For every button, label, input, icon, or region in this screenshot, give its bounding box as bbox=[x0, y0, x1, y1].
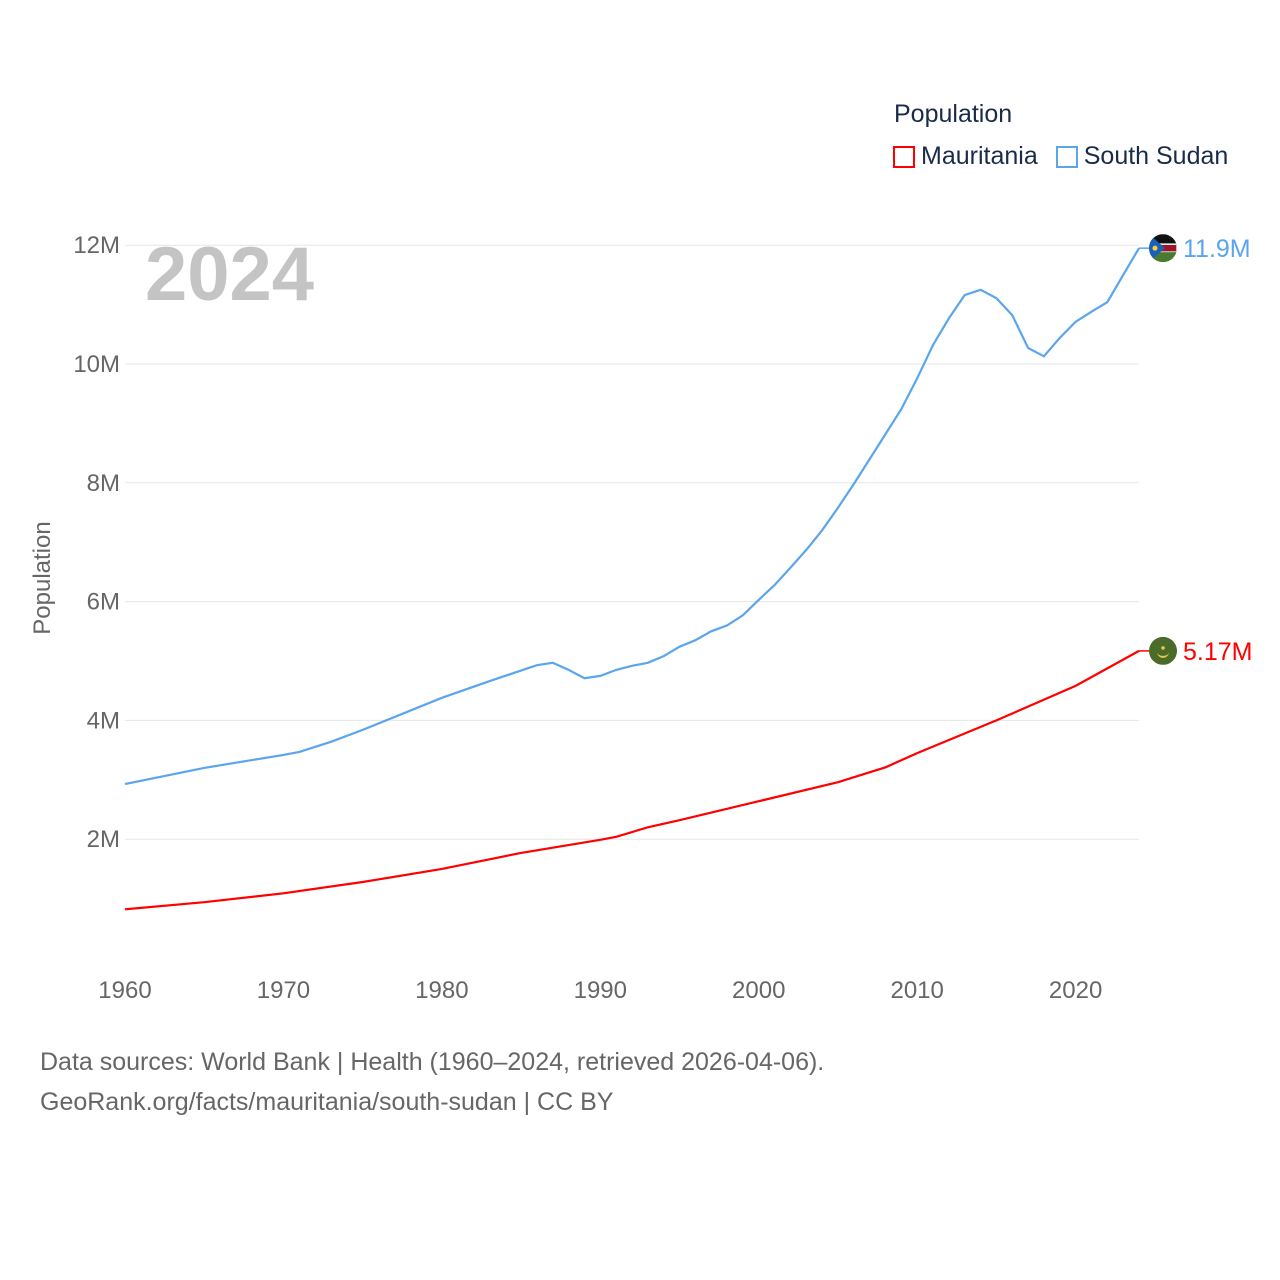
star-icon bbox=[1161, 646, 1165, 650]
y-tick-label: 8M bbox=[87, 470, 120, 497]
legend-title: Population bbox=[894, 100, 1013, 128]
flag-body bbox=[1149, 636, 1177, 665]
x-tick-label: 1970 bbox=[257, 977, 310, 1004]
x-tick-label: 1980 bbox=[415, 977, 468, 1004]
y-tick-label: 2M bbox=[87, 826, 120, 853]
flag-field bbox=[1149, 636, 1177, 665]
x-tick-label: 1990 bbox=[574, 977, 627, 1004]
footer: Data sources: World Bank | Health (1960–… bbox=[40, 1042, 824, 1122]
end-value-label: 5.17M bbox=[1183, 638, 1252, 666]
data-source-text: Data sources: World Bank | Health (1960–… bbox=[40, 1048, 825, 1076]
x-tick-label: 2010 bbox=[890, 977, 943, 1004]
series-line-mauritania bbox=[124, 649, 1140, 911]
south-sudan-flag-icon bbox=[1149, 234, 1177, 263]
series-line-south-sudan bbox=[124, 247, 1140, 786]
flag-stripe-green bbox=[1149, 252, 1177, 263]
y-axis-label: Population bbox=[29, 521, 56, 634]
x-tick-label: 2020 bbox=[1049, 977, 1102, 1004]
legend-label: Mauritania bbox=[921, 142, 1038, 170]
x-tick-label: 2000 bbox=[732, 977, 785, 1004]
legend-item-south-sudan[interactable]: South Sudan bbox=[1055, 142, 1229, 171]
legend-item-mauritania[interactable]: Mauritania bbox=[893, 142, 1038, 171]
end-value-label: 11.9M bbox=[1183, 235, 1251, 263]
mauritania-flag-icon bbox=[1149, 636, 1177, 665]
legend-swatch-south-sudan bbox=[1055, 145, 1078, 168]
flag-body bbox=[1149, 234, 1177, 263]
star-icon bbox=[1152, 245, 1158, 251]
y-tick-label: 12M bbox=[73, 232, 120, 259]
y-tick-label: 10M bbox=[73, 351, 120, 378]
attribution-link[interactable]: GeoRank.org/facts/mauritania/south-sudan… bbox=[40, 1088, 614, 1116]
legend-label: South Sudan bbox=[1083, 142, 1229, 170]
year-watermark: 2024 bbox=[145, 232, 314, 317]
y-tick-label: 4M bbox=[87, 707, 120, 734]
x-tick-label: 1960 bbox=[98, 977, 151, 1004]
legend: Mauritania South Sudan bbox=[893, 142, 1228, 171]
y-tick-label: 6M bbox=[87, 589, 120, 616]
crescent-icon bbox=[1157, 651, 1169, 658]
flag-stripe-black bbox=[1149, 234, 1177, 245]
legend-swatch-mauritania bbox=[893, 145, 915, 168]
